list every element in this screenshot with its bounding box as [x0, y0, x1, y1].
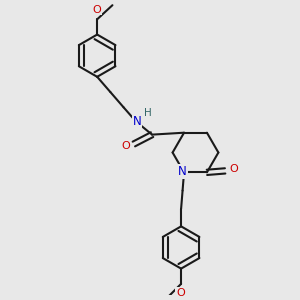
Text: H: H: [144, 108, 152, 118]
Text: O: O: [92, 4, 101, 15]
Text: O: O: [122, 141, 130, 152]
Text: O: O: [229, 164, 238, 174]
Text: O: O: [176, 288, 185, 298]
Text: N: N: [132, 115, 141, 128]
Text: N: N: [178, 165, 187, 178]
